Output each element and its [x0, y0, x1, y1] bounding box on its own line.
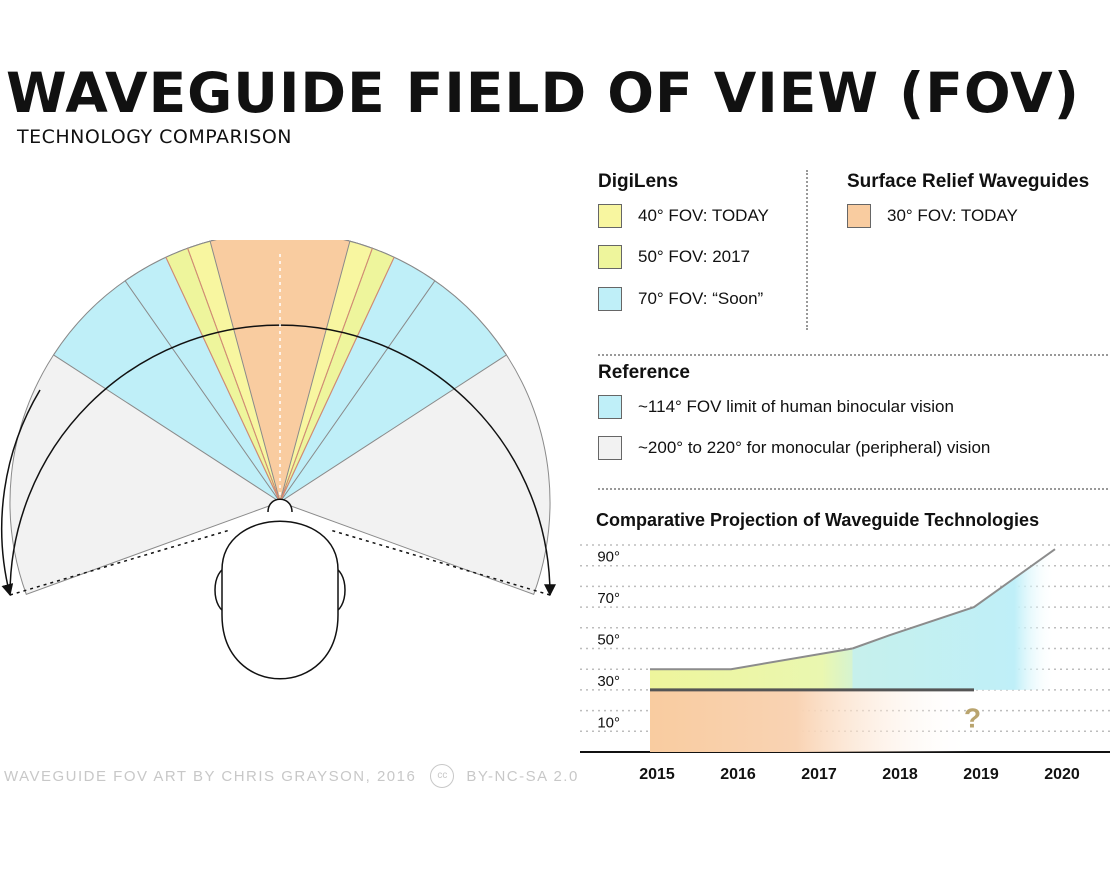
peripheral-limit-left: [9, 529, 231, 596]
x-tick-label: 2020: [1044, 766, 1080, 783]
fov-wedge-surface-relief-today: [209, 240, 351, 504]
x-tick-label: 2015: [639, 766, 675, 783]
page-title: WAVEGUIDE FIELD OF VIEW (FOV): [6, 61, 1080, 125]
y-tick-label: 90°: [597, 549, 620, 566]
credit-line: WAVEGUIDE FOV ART BY CHRIS GRAYSON, 2016…: [4, 764, 579, 788]
digilens-line: [650, 647, 853, 671]
x-tick-label: 2016: [720, 766, 756, 783]
legend-swatch: [598, 245, 622, 269]
peripheral-arc-left-arrow: [0, 389, 41, 597]
legend-label: 50° FOV: 2017: [638, 247, 751, 266]
legend-separator: [598, 354, 1108, 356]
legend-surface-relief-heading: Surface Relief Waveguides: [847, 171, 1090, 192]
fov-edge-line: [279, 257, 395, 503]
legend-label: 40° FOV: TODAY: [638, 206, 769, 225]
y-tick-label: 30°: [597, 673, 620, 690]
digilens-projected-line: [852, 548, 1056, 650]
fov-edge-line: [279, 248, 373, 503]
fov-edge-line: [165, 257, 281, 503]
legend-label: ~200° to 220° for monocular (peripheral)…: [638, 438, 991, 457]
fov-edge-line: [187, 248, 281, 503]
y-tick-label: 10°: [597, 714, 620, 731]
legend-item-digilens-50: 50° FOV: 2017: [598, 244, 750, 270]
fov-diagram: [0, 240, 556, 680]
y-tick-label: 50°: [597, 632, 620, 649]
x-tick-label: 2017: [801, 766, 837, 783]
y-tick-label: 70°: [597, 590, 620, 607]
legend-divider: [806, 170, 808, 330]
creative-commons-icon: cc: [430, 764, 455, 788]
credit-text: WAVEGUIDE FOV ART BY CHRIS GRAYSON, 2016: [4, 767, 417, 785]
legend-item-reference-binocular: ~114° FOV limit of human binocular visio…: [598, 394, 954, 420]
license-text: BY-NC-SA 2.0: [466, 767, 579, 785]
digilens-area: [650, 648, 853, 690]
legend-digilens-heading: DigiLens: [598, 171, 679, 192]
digilens-projected-area: [852, 549, 1055, 690]
legend-swatch: [598, 287, 622, 311]
page-subtitle: TECHNOLOGY COMPARISON: [17, 126, 293, 148]
legend-label: ~114° FOV limit of human binocular visio…: [638, 397, 954, 416]
legend-reference-heading: Reference: [598, 362, 690, 383]
x-tick-label: 2018: [882, 766, 918, 783]
legend-swatch: [598, 436, 622, 460]
peripheral-limit-right: [329, 529, 551, 596]
legend-swatch: [598, 395, 622, 419]
x-tick-label: 2019: [963, 766, 999, 783]
legend-swatch: [847, 204, 871, 228]
chart-title: Comparative Projection of Waveguide Tech…: [596, 510, 1040, 530]
legend-item-digilens-40: 40° FOV: TODAY: [598, 203, 769, 229]
legend-swatch: [598, 204, 622, 228]
surface-relief-area: [650, 689, 974, 752]
legend-item-surface-relief-30: 30° FOV: TODAY: [847, 203, 1018, 229]
head-icon: [214, 498, 346, 680]
legend-separator: [598, 488, 1108, 490]
legend-item-reference-monocular: ~200° to 220° for monocular (peripheral)…: [598, 435, 990, 461]
legend-item-digilens-70: 70° FOV: “Soon”: [598, 286, 763, 312]
legend-label: 30° FOV: TODAY: [887, 206, 1018, 225]
projection-chart: 10° 30° 50° 70° 90° 2015 2016 2017 2018 2019 2020?: [580, 544, 1110, 783]
uncertainty-annotation: ?: [964, 702, 981, 733]
legend-label: 70° FOV: “Soon”: [638, 289, 764, 308]
